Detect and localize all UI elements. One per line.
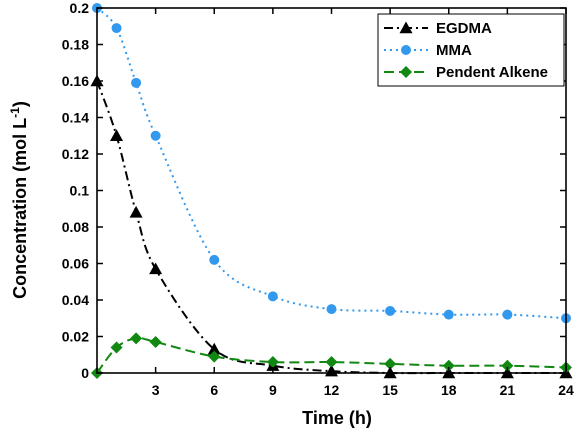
data-point-triangle [399,21,413,34]
y-tick-label: 0.02 [62,329,89,345]
y-tick-label: 0.16 [62,73,89,89]
data-point-diamond [266,356,279,369]
data-point-diamond [325,356,338,369]
legend-item: MMA [384,42,472,59]
legend-label: MMA [436,42,472,59]
data-point-circle [401,45,411,55]
data-point-circle [385,305,396,316]
legend-item: EGDMA [384,20,492,37]
data-point-triangle [110,129,124,141]
x-tick-label: 21 [500,382,516,398]
data-point-triangle [149,262,163,275]
y-tick-label: 0.14 [62,110,89,126]
legend-item: Pendent Alkene [384,64,548,81]
data-point-diamond [208,350,221,363]
data-point-diamond [130,332,143,345]
y-tick-label: 0.12 [62,146,89,162]
x-tick-label: 18 [441,382,457,398]
data-point-diamond [149,335,162,348]
series-mma [92,3,571,324]
series-line [96,337,567,374]
data-point-circle [502,309,513,320]
x-axis-title: Time (h) [302,408,372,428]
x-tick-label: 6 [210,382,218,398]
y-axis-title-superscript: -1 [8,107,22,118]
data-point-circle [209,254,220,265]
data-point-diamond [400,66,412,78]
data-point-triangle [129,205,143,218]
x-tick-label: 12 [324,382,340,398]
data-point-circle [111,23,122,34]
y-tick-label: 0.2 [70,0,90,16]
x-tick-label: 15 [382,382,398,398]
axes: 0 0.02 0.04 0.06 0.08 0.1 0.12 0.14 0.16 0.18 0.2 3… [62,0,574,398]
y-axis-title: Concentration (mol L-1) [8,101,30,299]
data-point-circle [443,309,454,320]
y-tick-label: 0.1 [70,183,90,199]
data-point-diamond [442,359,455,372]
data-point-diamond [384,357,397,370]
x-tick-label: 24 [558,382,574,398]
y-tick-label: 0.06 [62,256,89,272]
y-tick-label: 0 [81,365,89,381]
data-point-diamond [501,359,514,372]
y-axis-title-main: Concentration (mol L [10,118,30,299]
legend-label: Pendent Alkene [436,64,548,81]
y-tick-label: 0.04 [62,292,89,308]
x-tick-label: 9 [269,382,277,398]
y-tick-label: 0.08 [62,219,89,235]
data-point-circle [131,77,142,88]
y-axis-title-close: ) [10,101,30,107]
data-point-diamond [110,341,123,354]
data-point-circle [326,304,337,315]
data-point-circle [150,130,161,141]
legend: EGDMA MMA Pendent Alkene [377,13,565,87]
legend-label: EGDMA [436,20,492,37]
x-tick-label: 3 [152,382,160,398]
y-tick-label: 0.18 [62,37,89,53]
data-point-circle [267,291,278,302]
data-point-triangle [207,342,221,355]
